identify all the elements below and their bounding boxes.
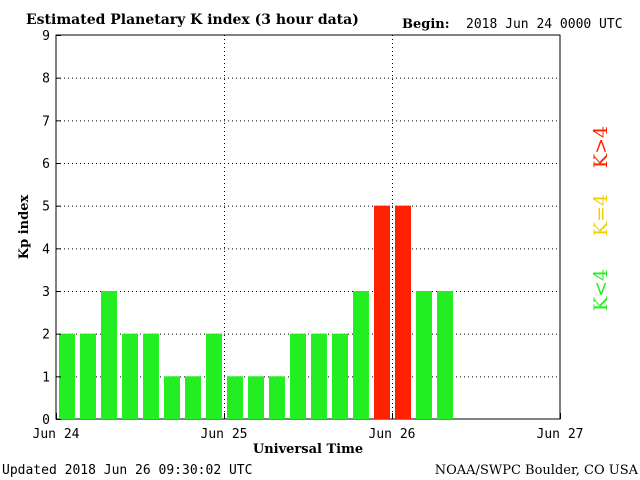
y-tick-label-5: 5 xyxy=(42,200,50,215)
y-tick-label-7: 7 xyxy=(42,114,50,129)
bar-6 xyxy=(185,376,201,419)
legend-k-equal-4: K=4 xyxy=(590,194,612,236)
legend-k-less-4: K<4 xyxy=(590,269,612,311)
source-credit: NOAA/SWPC Boulder, CO USA xyxy=(435,463,639,478)
bar-10 xyxy=(269,376,285,419)
chart-title: Estimated Planetary K index (3 hour data… xyxy=(26,12,359,28)
x-axis-label: Universal Time xyxy=(253,442,363,457)
y-tick-label-9: 9 xyxy=(42,29,50,44)
y-tick-label-0: 0 xyxy=(42,413,50,428)
y-tick-label-2: 2 xyxy=(42,328,50,343)
bar-8 xyxy=(227,376,243,419)
y-tick-label-6: 6 xyxy=(42,157,50,172)
bar-0 xyxy=(59,333,75,419)
grid-lines xyxy=(56,35,560,419)
bar-1 xyxy=(80,333,96,419)
bar-2 xyxy=(101,291,117,419)
legend-k-greater-4: K>4 xyxy=(590,126,612,168)
bar-11 xyxy=(290,333,306,419)
x-axis-ticks: Jun 24 Jun 25 Jun 26 Jun 27 xyxy=(33,413,584,442)
bar-18 xyxy=(437,291,453,419)
bar-13 xyxy=(332,333,348,419)
x-tick-label-2: Jun 26 xyxy=(369,427,416,442)
bar-7 xyxy=(206,333,222,419)
bar-9 xyxy=(248,376,264,419)
bar-14 xyxy=(353,291,369,419)
bar-17 xyxy=(416,291,432,419)
begin-label: Begin: xyxy=(402,17,450,32)
begin-value: 2018 Jun 24 0000 UTC xyxy=(466,17,623,32)
bar-12 xyxy=(311,333,327,419)
bars xyxy=(59,205,453,419)
bar-15 xyxy=(374,205,390,419)
x-tick-label-1: Jun 25 xyxy=(201,427,248,442)
bar-5 xyxy=(164,376,180,419)
y-tick-label-4: 4 xyxy=(42,242,50,257)
y-tick-label-3: 3 xyxy=(42,285,50,300)
y-tick-label-8: 8 xyxy=(42,72,50,87)
y-axis-label: Kp index xyxy=(17,195,32,260)
y-tick-label-1: 1 xyxy=(42,370,50,385)
x-tick-label-3: Jun 27 xyxy=(537,427,584,442)
bar-3 xyxy=(122,333,138,419)
x-tick-label-0: Jun 24 xyxy=(33,427,80,442)
bar-16 xyxy=(395,205,411,419)
bar-4 xyxy=(143,333,159,419)
y-axis-ticks: 0 1 2 3 4 5 6 7 8 9 xyxy=(42,29,61,428)
updated-timestamp: Updated 2018 Jun 26 09:30:02 UTC xyxy=(2,463,252,478)
plot-area xyxy=(55,34,561,420)
